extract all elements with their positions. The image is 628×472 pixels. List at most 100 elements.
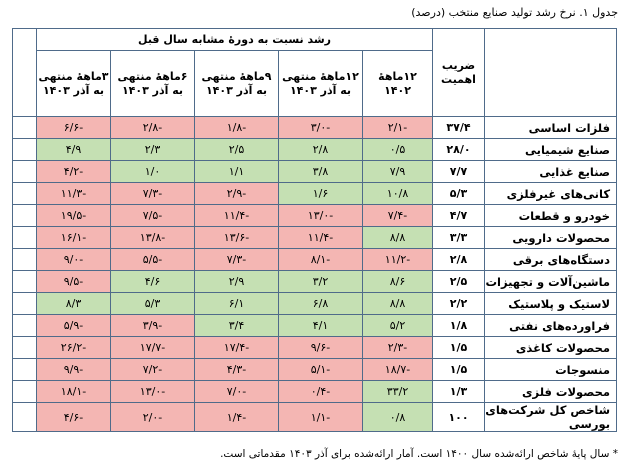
row-growth-value: -۲/۰ [110,402,196,432]
row-growth-value: ۲/۳ [110,138,196,161]
row-growth-value: ۰/۸ [362,402,434,432]
row-growth-value: -۱/۸ [194,116,280,139]
row-growth-value: ۴/۹ [35,138,112,161]
row-spacer [12,226,37,249]
row-growth-value: -۱/۴ [194,402,280,432]
row-weight: ۲/۸ [432,248,486,271]
row-spacer [12,402,37,432]
row-industry-name: کانی‌های غیرفلزی [484,182,618,205]
row-growth-value: ۱/۱ [194,160,280,183]
row-growth-value: -۱۳/۰ [278,204,364,227]
row-growth-value: -۶/۶ [35,116,112,139]
row-growth-value: -۱۳/۰ [110,380,196,403]
row-growth-value: -۱۱/۴ [278,226,364,249]
header-col-4: ۶ماهۀ منتهی به آذر ۱۴۰۳ [110,50,196,117]
row-industry-name: محصولات کاغذی [484,336,618,359]
row-growth-value: -۱۹/۵ [35,204,112,227]
footnote: * سال پایۀ شاخص ارائه‌شده سال ۱۴۰۰ است. … [220,448,618,460]
row-industry-name: صنایع شیمیایی [484,138,618,161]
row-growth-value: -۱۳/۶ [194,226,280,249]
row-growth-value: ۳/۸ [278,160,364,183]
row-growth-value: ۵/۲ [362,314,434,337]
row-weight: ۱/۵ [432,336,486,359]
row-growth-value: -۷/۴ [362,204,434,227]
header-weight: ضریب اهمیت [432,28,486,117]
row-spacer [12,204,37,227]
header-empty-cell [484,28,618,117]
row-growth-value: -۱۷/۷ [110,336,196,359]
row-growth-value: -۱/۱ [278,402,364,432]
row-growth-value: -۸/۱ [278,248,364,271]
row-growth-value: ۷/۹ [362,160,434,183]
row-growth-value: ۳/۴ [194,314,280,337]
row-growth-value: -۵/۵ [110,248,196,271]
row-weight: ۲/۲ [432,292,486,315]
row-growth-value: -۲/۳ [362,336,434,359]
row-growth-value: -۱۱/۳ [35,182,112,205]
row-weight: ۱/۵ [432,358,486,381]
header-col-5: ۳ماهۀ منتهی به آذر ۱۴۰۳ [35,50,112,117]
row-industry-name: محصولات دارویی [484,226,618,249]
row-growth-value: -۷/۲ [110,358,196,381]
row-growth-value: ۲/۵ [194,138,280,161]
row-industry-name: فلزات اساسی [484,116,618,139]
row-growth-value: ۰/۵ [362,138,434,161]
row-weight: ۳۷/۴ [432,116,486,139]
row-growth-value: -۹/۵ [35,270,112,293]
row-growth-value: -۲/۱ [362,116,434,139]
row-growth-value: -۹/۹ [35,358,112,381]
row-growth-value: ۸/۶ [362,270,434,293]
row-industry-name: خودرو و قطعات [484,204,618,227]
table-row: فراورده‌های نفتی ۱/۸ ۵/۲ ۴/۱ ۳/۴ -۳/۹ -۵/۹ [12,314,618,337]
row-growth-value: ۴/۱ [278,314,364,337]
table-row: کانی‌های غیرفلزی ۵/۳ ۱۰/۸ ۱/۶ -۲/۹ -۷/۳ -۱۱/۳ [12,182,618,205]
row-weight: ۴/۷ [432,204,486,227]
row-spacer [12,380,37,403]
row-growth-value: -۲۶/۲ [35,336,112,359]
row-spacer [12,270,37,293]
row-growth-value: -۱۸/۷ [362,358,434,381]
row-growth-value: -۲/۸ [110,116,196,139]
row-growth-value: ۵/۳ [110,292,196,315]
table-container: ضریب اهمیت رشد نسبت به دورهٔ مشابه سال ق… [12,28,618,432]
row-growth-value: -۱۸/۱ [35,380,112,403]
row-growth-value: ۲/۸ [278,138,364,161]
table-row: محصولات فلزی ۱/۳ ۳۳/۲ -۰/۴ -۷/۰ -۱۳/۰ -۱۸/۱ [12,380,618,403]
row-spacer [12,248,37,271]
row-growth-value: -۴/۳ [194,358,280,381]
row-growth-value: -۲/۹ [194,182,280,205]
row-growth-value: -۰/۴ [278,380,364,403]
row-growth-value: ۱۰/۸ [362,182,434,205]
row-spacer [12,138,37,161]
row-growth-value: -۴/۲ [35,160,112,183]
row-growth-value: ۱/۰ [110,160,196,183]
row-spacer [12,314,37,337]
row-growth-value: ۲/۹ [194,270,280,293]
row-spacer [12,160,37,183]
row-growth-value: -۷/۰ [194,380,280,403]
table-row: دستگاه‌های برقی ۲/۸ -۱۱/۲ -۸/۱ -۷/۳ -۵/۵ -۹/۰ [12,248,618,271]
row-weight: ۲۸/۰ [432,138,486,161]
row-growth-value: -۴/۶ [35,402,112,432]
row-growth-value: -۳/۹ [110,314,196,337]
table-row: لاستیک و پلاستیک ۲/۲ ۸/۸ ۶/۸ ۶/۱ ۵/۳ ۸/۳ [12,292,618,315]
row-industry-name: منسوجات [484,358,618,381]
row-weight: ۵/۳ [432,182,486,205]
table-row: خودرو و قطعات ۴/۷ -۷/۴ -۱۳/۰ -۱۱/۴ -۷/۵ -۱۹/۵ [12,204,618,227]
row-weight: ۱۰۰ [432,402,486,432]
row-industry-name: دستگاه‌های برقی [484,248,618,271]
row-spacer [12,292,37,315]
row-growth-value: ۸/۸ [362,226,434,249]
row-growth-value: -۷/۳ [110,182,196,205]
table-row: شاخص کل شرکت‌های بورسی ۱۰۰ ۰/۸ -۱/۱ -۱/۴ -۲/۰… [12,402,618,432]
row-spacer [12,182,37,205]
row-weight: ۲/۵ [432,270,486,293]
row-growth-value: -۱۱/۲ [362,248,434,271]
row-growth-value: -۱۷/۴ [194,336,280,359]
header-col-1: ۱۲ماهۀ ۱۴۰۲ [362,50,434,117]
row-growth-value: -۱۳/۸ [110,226,196,249]
header-spacer [12,28,37,117]
row-industry-name: ماشین‌آلات و تجهیزات [484,270,618,293]
row-growth-value: -۹/۰ [35,248,112,271]
row-weight: ۱/۳ [432,380,486,403]
